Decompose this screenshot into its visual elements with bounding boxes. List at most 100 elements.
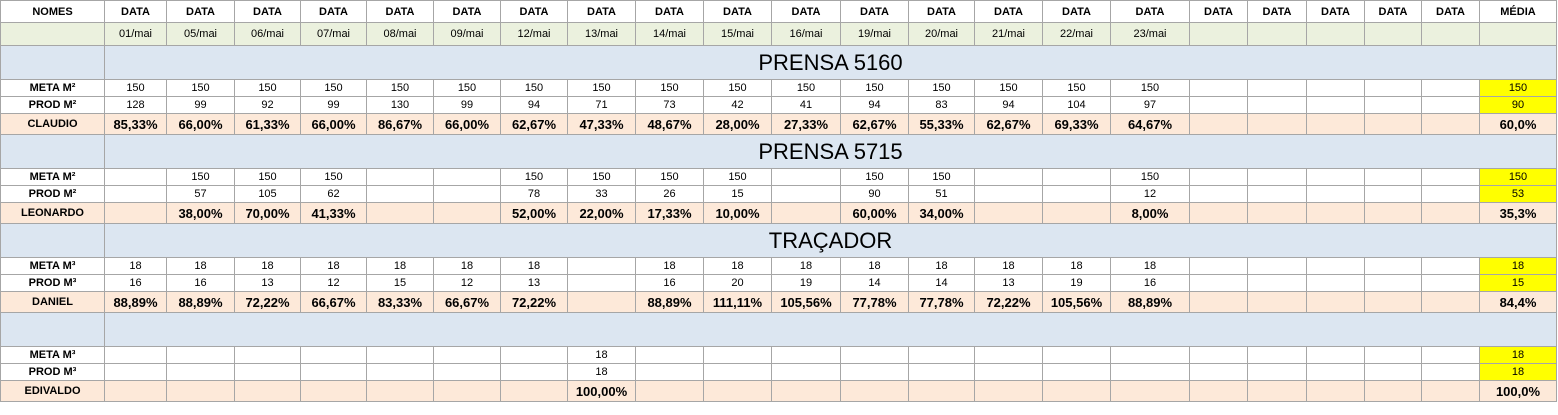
- prod-value-cell[interactable]: 19: [771, 274, 841, 292]
- date-cell[interactable]: 21/mai: [974, 22, 1043, 46]
- date-cell[interactable]: 16/mai: [771, 22, 841, 46]
- meta-value-cell[interactable]: 150: [908, 79, 975, 97]
- percent-cell[interactable]: 62,67%: [840, 113, 909, 135]
- prod-value-cell[interactable]: [1306, 96, 1365, 114]
- date-cell[interactable]: [1189, 22, 1248, 46]
- percent-cell[interactable]: [703, 380, 772, 402]
- prod-value-cell[interactable]: 16: [635, 274, 704, 292]
- meta-value-cell[interactable]: 18: [234, 257, 301, 275]
- prod-value-cell[interactable]: [1421, 363, 1480, 381]
- prod-value-cell[interactable]: 90: [840, 185, 909, 203]
- prod-value-cell[interactable]: 16: [166, 274, 235, 292]
- date-cell[interactable]: 20/mai: [908, 22, 975, 46]
- meta-value-cell[interactable]: 150: [635, 79, 704, 97]
- average-prod-cell[interactable]: 90: [1479, 96, 1557, 114]
- percent-cell[interactable]: [1247, 113, 1307, 135]
- meta-label[interactable]: META M³: [0, 257, 105, 275]
- percent-cell[interactable]: 22,00%: [567, 202, 636, 224]
- average-meta-cell[interactable]: 18: [1479, 346, 1557, 364]
- prod-value-cell[interactable]: 99: [300, 96, 367, 114]
- meta-label[interactable]: META M³: [0, 346, 105, 364]
- meta-value-cell[interactable]: 18: [104, 257, 167, 275]
- percent-cell[interactable]: 86,67%: [366, 113, 434, 135]
- prod-value-cell[interactable]: 14: [840, 274, 909, 292]
- percent-cell[interactable]: [1110, 380, 1190, 402]
- prod-value-cell[interactable]: [703, 363, 772, 381]
- percent-cell[interactable]: [635, 380, 704, 402]
- meta-value-cell[interactable]: [1306, 257, 1365, 275]
- prod-value-cell[interactable]: 73: [635, 96, 704, 114]
- meta-value-cell[interactable]: 150: [1110, 79, 1190, 97]
- percent-cell[interactable]: 88,89%: [635, 291, 704, 313]
- percent-cell[interactable]: 28,00%: [703, 113, 772, 135]
- percent-cell[interactable]: 66,00%: [433, 113, 501, 135]
- meta-value-cell[interactable]: 150: [567, 168, 636, 186]
- meta-value-cell[interactable]: [1364, 257, 1422, 275]
- percent-cell[interactable]: 34,00%: [908, 202, 975, 224]
- meta-value-cell[interactable]: [1306, 168, 1365, 186]
- meta-value-cell[interactable]: 150: [567, 79, 636, 97]
- prod-value-cell[interactable]: 16: [1110, 274, 1190, 292]
- percent-cell[interactable]: [1306, 291, 1365, 313]
- meta-value-cell[interactable]: 150: [104, 79, 167, 97]
- percent-cell[interactable]: [1247, 291, 1307, 313]
- prod-value-cell[interactable]: [1364, 96, 1422, 114]
- meta-value-cell[interactable]: [1421, 346, 1480, 364]
- percent-cell[interactable]: 17,33%: [635, 202, 704, 224]
- percent-cell[interactable]: 66,67%: [300, 291, 367, 313]
- prod-value-cell[interactable]: [908, 363, 975, 381]
- prod-value-cell[interactable]: [300, 363, 367, 381]
- meta-value-cell[interactable]: [1364, 79, 1422, 97]
- meta-value-cell[interactable]: 150: [703, 79, 772, 97]
- meta-value-cell[interactable]: 18: [635, 257, 704, 275]
- meta-value-cell[interactable]: 150: [234, 79, 301, 97]
- average-prod-cell[interactable]: 53: [1479, 185, 1557, 203]
- person-name[interactable]: CLAUDIO: [0, 113, 105, 135]
- percent-cell[interactable]: 105,56%: [771, 291, 841, 313]
- percent-cell[interactable]: [1306, 202, 1365, 224]
- percent-cell[interactable]: 105,56%: [1042, 291, 1111, 313]
- meta-value-cell[interactable]: [1189, 168, 1248, 186]
- prod-value-cell[interactable]: [1306, 274, 1365, 292]
- percent-cell[interactable]: [166, 380, 235, 402]
- prod-value-cell[interactable]: 94: [974, 96, 1043, 114]
- meta-value-cell[interactable]: 150: [974, 79, 1043, 97]
- percent-cell[interactable]: [1042, 202, 1111, 224]
- date-cell[interactable]: 22/mai: [1042, 22, 1111, 46]
- percent-cell[interactable]: [1247, 202, 1307, 224]
- prod-value-cell[interactable]: 20: [703, 274, 772, 292]
- prod-value-cell[interactable]: 51: [908, 185, 975, 203]
- prod-value-cell[interactable]: 41: [771, 96, 841, 114]
- prod-value-cell[interactable]: 19: [1042, 274, 1111, 292]
- section-title[interactable]: TRAÇADOR: [104, 223, 1557, 258]
- prod-value-cell[interactable]: 83: [908, 96, 975, 114]
- meta-value-cell[interactable]: [1306, 346, 1365, 364]
- date-cell[interactable]: 13/mai: [567, 22, 636, 46]
- percent-cell[interactable]: 62,67%: [974, 113, 1043, 135]
- prod-label[interactable]: PROD M³: [0, 274, 105, 292]
- data-header-cell[interactable]: DATA: [1306, 0, 1365, 23]
- data-header-cell[interactable]: DATA: [500, 0, 568, 23]
- percent-cell[interactable]: [104, 202, 167, 224]
- date-cell[interactable]: [1421, 22, 1480, 46]
- date-cell[interactable]: 07/mai: [300, 22, 367, 46]
- prod-value-cell[interactable]: 57: [166, 185, 235, 203]
- meta-value-cell[interactable]: [771, 346, 841, 364]
- prod-value-cell[interactable]: [1042, 185, 1111, 203]
- prod-value-cell[interactable]: [840, 363, 909, 381]
- meta-value-cell[interactable]: 150: [908, 168, 975, 186]
- meta-label[interactable]: META M²: [0, 168, 105, 186]
- meta-value-cell[interactable]: [1189, 346, 1248, 364]
- prod-value-cell[interactable]: 13: [974, 274, 1043, 292]
- meta-value-cell[interactable]: [366, 346, 434, 364]
- percent-cell[interactable]: [1421, 113, 1480, 135]
- meta-value-cell[interactable]: [1247, 346, 1307, 364]
- meta-value-cell[interactable]: 150: [1042, 79, 1111, 97]
- percent-cell[interactable]: [1364, 291, 1422, 313]
- meta-value-cell[interactable]: [1421, 79, 1480, 97]
- meta-value-cell[interactable]: [974, 168, 1043, 186]
- prod-value-cell[interactable]: [1189, 185, 1248, 203]
- percent-cell[interactable]: [433, 380, 501, 402]
- blank-cell[interactable]: [0, 134, 105, 169]
- meta-value-cell[interactable]: [300, 346, 367, 364]
